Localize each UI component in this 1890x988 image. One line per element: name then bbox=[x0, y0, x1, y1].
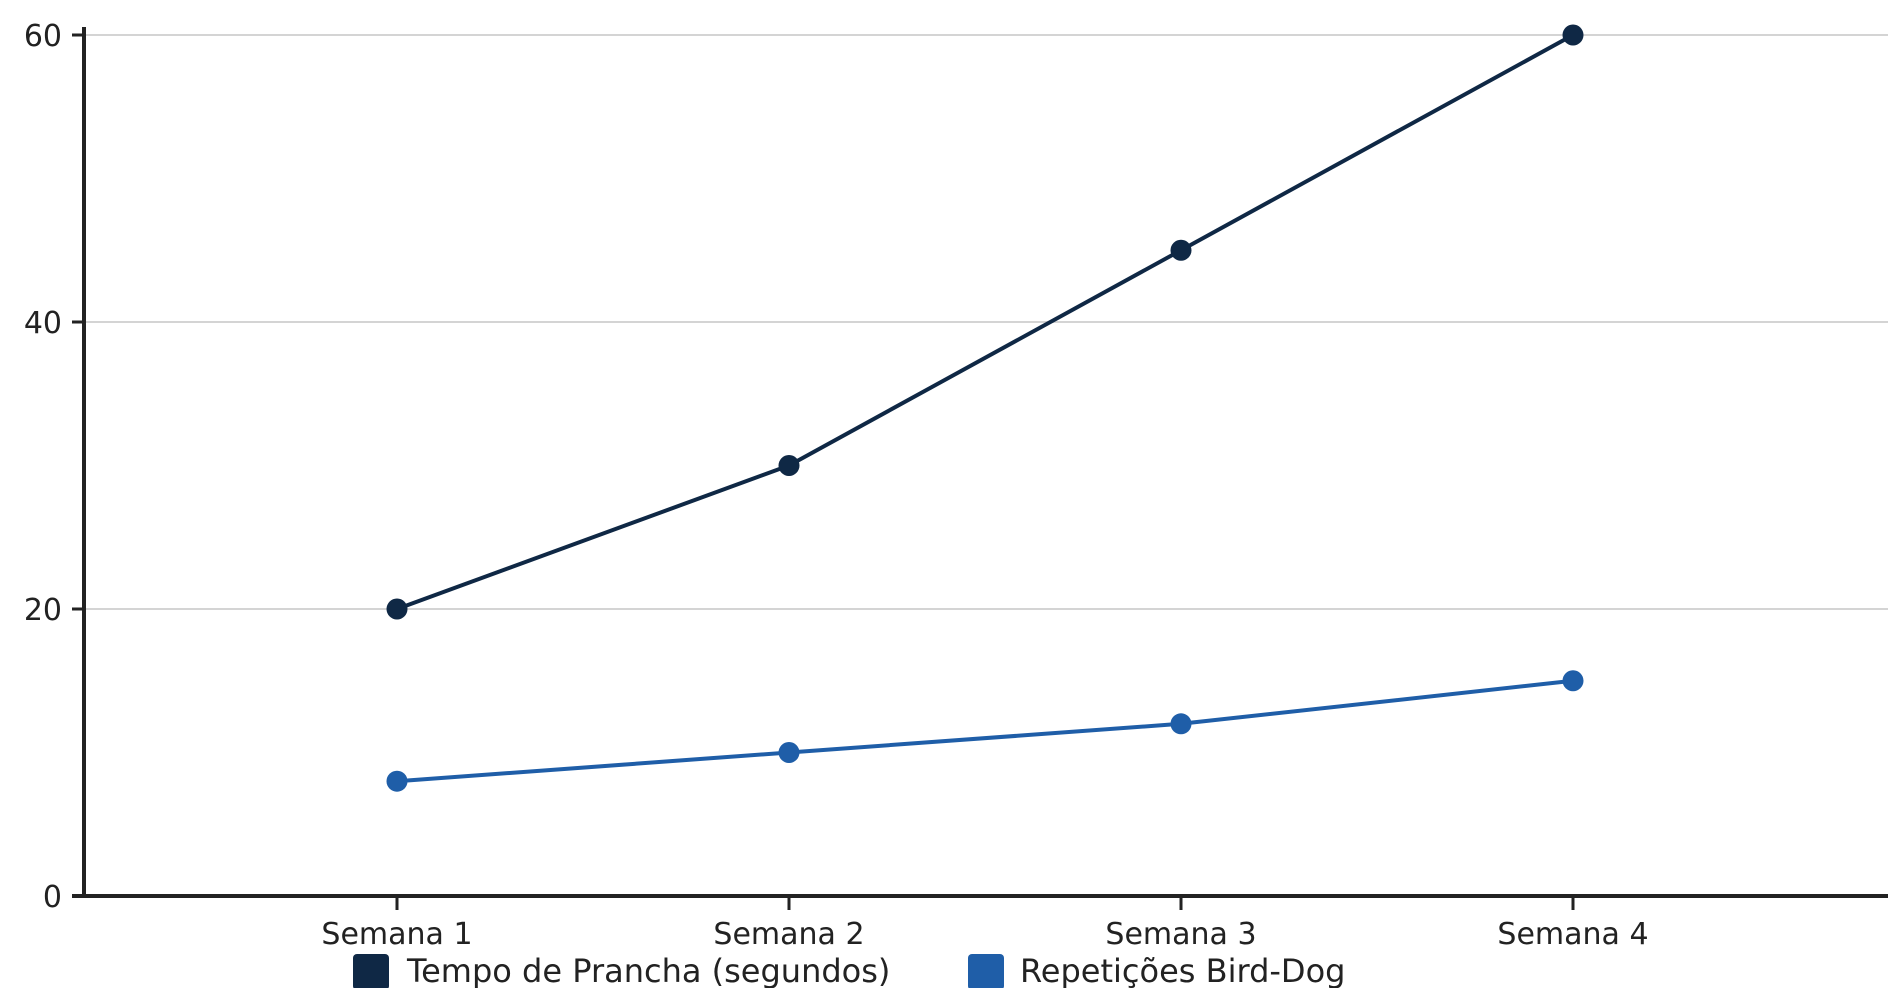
x-tick-label: Semana 1 bbox=[321, 917, 472, 952]
legend: Tempo de Prancha (segundos) Repetições Bi… bbox=[353, 952, 1345, 988]
legend-swatch bbox=[968, 954, 1004, 988]
data-point bbox=[778, 455, 800, 476]
data-point bbox=[1562, 670, 1584, 692]
y-tick-label: 0 bbox=[43, 880, 62, 915]
legend-label: Tempo de Prancha (segundos) bbox=[406, 952, 890, 988]
series-line-1 bbox=[396, 33, 1574, 611]
axes: 0 20 40 60 Semana 1 Semana 2 Semana 3 Semana 4 bbox=[24, 19, 1888, 952]
data-point bbox=[1562, 24, 1584, 46]
legend-label: Repetições Bird-Dog bbox=[1020, 952, 1345, 988]
y-tick-label: 60 bbox=[24, 19, 62, 54]
x-tick-label: Semana 4 bbox=[1497, 917, 1648, 952]
data-point bbox=[1170, 239, 1192, 261]
series bbox=[386, 24, 1584, 792]
series-line-2 bbox=[396, 678, 1574, 784]
data-point bbox=[1170, 713, 1192, 735]
x-tick-label: Semana 3 bbox=[1105, 917, 1256, 952]
x-tick-label: Semana 2 bbox=[713, 917, 864, 952]
grid-lines bbox=[84, 34, 1888, 610]
data-point bbox=[778, 742, 800, 763]
data-point bbox=[386, 770, 408, 792]
y-tick-label: 20 bbox=[24, 593, 62, 628]
legend-swatch bbox=[353, 954, 389, 988]
data-point bbox=[386, 598, 408, 620]
y-tick-label: 40 bbox=[24, 306, 62, 341]
